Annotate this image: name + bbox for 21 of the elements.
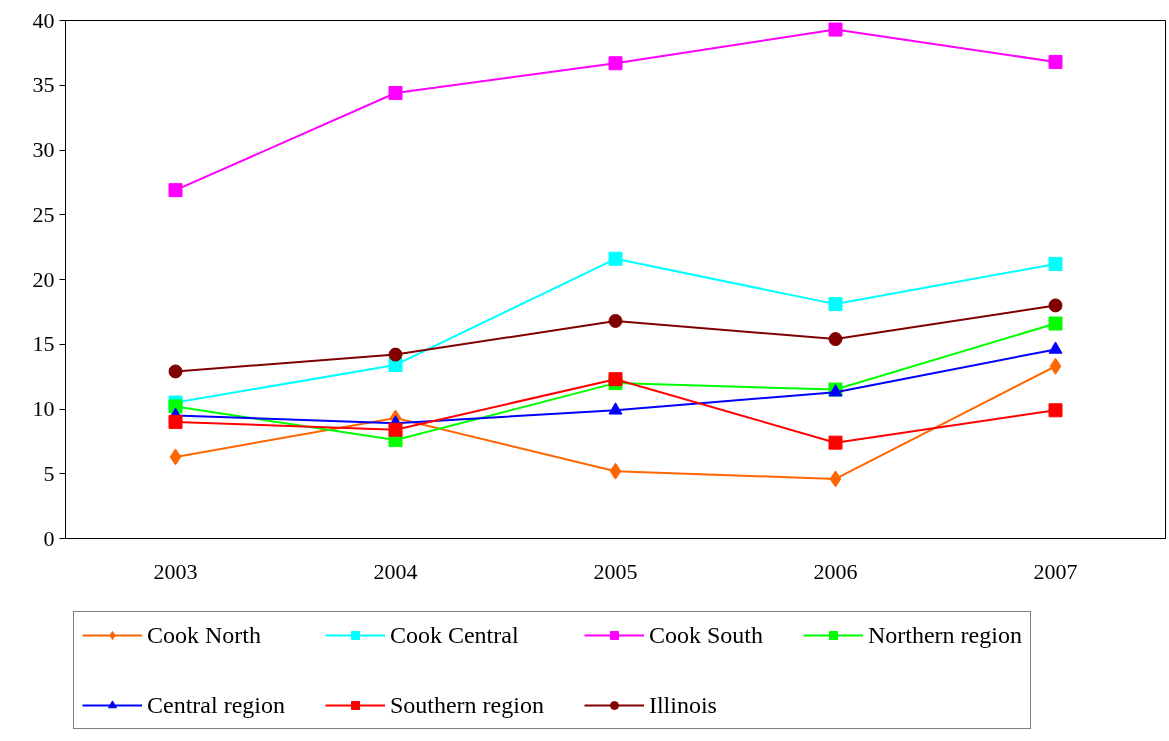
x-tick-label: 2005 [593,558,638,584]
y-tick-label: 40 [32,7,55,33]
y-tick-label: 15 [32,331,55,357]
y-tick-label: 10 [32,396,55,421]
x-tick-label: 2007 [1033,558,1078,584]
legend-label: Northern region [867,620,1022,650]
y-tick-label: 20 [32,266,55,292]
y-tick-label: 35 [32,72,55,98]
legend-label: Southern region [389,690,544,720]
y-tick-label: 25 [32,201,55,227]
y-tick-label: 0 [43,525,55,551]
y-tick-label: 5 [43,460,55,486]
legend-label: Cook Central [389,620,519,650]
y-tick-label: 30 [32,137,55,162]
legend-label: Central region [147,690,285,720]
legend-label: Illinois [648,690,717,720]
x-tick-label: 2004 [373,558,418,584]
legend-label: Cook North [147,620,261,650]
x-tick-label: 2003 [153,558,198,584]
x-tick-label: 2006 [813,558,858,584]
legend-label: Cook South [648,620,763,650]
